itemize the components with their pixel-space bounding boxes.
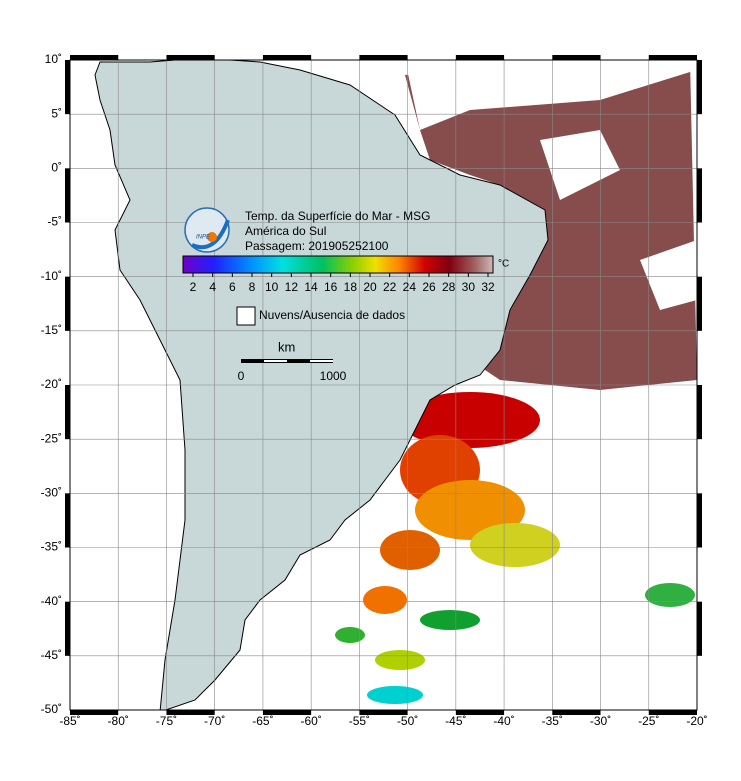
lon-tick-label: -50˚ bbox=[397, 714, 418, 728]
colorbar-ticks: 2 4 6 8 10 12 14 16 18 20 22 24 26 28 30 32 bbox=[190, 273, 495, 294]
frame-segment bbox=[455, 710, 505, 715]
lat-tick-label: -20˚ bbox=[41, 377, 62, 391]
lon-tick-label: -70˚ bbox=[204, 714, 225, 728]
frame-segment bbox=[697, 276, 702, 331]
lat-tick-label: -10˚ bbox=[41, 269, 62, 283]
lon-tick-label: -20˚ bbox=[686, 714, 707, 728]
scale-label: 1000 bbox=[320, 369, 347, 383]
legend-panel: INPE Temp. da Superfície do Mar - MSG Am… bbox=[182, 207, 509, 383]
colorbar-tick-label: 6 bbox=[229, 280, 236, 294]
sst-tropical bbox=[405, 60, 697, 390]
colorbar-tick-label: 28 bbox=[442, 280, 456, 294]
colorbar-tick-label: 10 bbox=[265, 280, 279, 294]
logo-text: INPE bbox=[196, 235, 211, 241]
sst-south bbox=[335, 392, 695, 704]
frame-segment bbox=[65, 60, 70, 115]
frame-segment bbox=[648, 55, 697, 60]
frame-segment bbox=[65, 276, 70, 331]
lon-tick-label: -80˚ bbox=[108, 714, 129, 728]
frame-segment bbox=[552, 710, 601, 715]
pass: Passagem: 201905252100 bbox=[245, 239, 389, 253]
lat-tick-label: -40˚ bbox=[41, 594, 62, 608]
lon-tick-label: -85˚ bbox=[59, 714, 80, 728]
lat-tick-label: 5˚ bbox=[51, 106, 62, 120]
frame-segment bbox=[166, 710, 215, 715]
frame-segment bbox=[359, 55, 408, 60]
colorbar-tick-label: 2 bbox=[190, 280, 197, 294]
frame-segment bbox=[70, 55, 119, 60]
colorbar-tick-label: 24 bbox=[403, 280, 417, 294]
frame-segment bbox=[697, 385, 702, 440]
frame-segment bbox=[262, 55, 312, 60]
frame-segment bbox=[65, 168, 70, 223]
lat-tick-label: -5˚ bbox=[47, 215, 62, 229]
lon-tick-label: -75˚ bbox=[156, 714, 177, 728]
colorbar-tick-label: 18 bbox=[344, 280, 358, 294]
lon-tick-label: -60˚ bbox=[300, 714, 321, 728]
frame-segment bbox=[65, 493, 70, 548]
frame-segment bbox=[65, 385, 70, 440]
logo-sun bbox=[207, 232, 217, 242]
logo-arrow bbox=[191, 219, 230, 250]
lat-tick-label: -50˚ bbox=[41, 702, 62, 716]
frame-segment bbox=[166, 55, 215, 60]
lon-tick-label: -55˚ bbox=[349, 714, 370, 728]
scale-unit: km bbox=[278, 339, 295, 354]
frame-segment bbox=[697, 493, 702, 548]
title: Temp. da Superfície do Mar - MSG bbox=[245, 209, 430, 223]
colorbar-tick-label: 12 bbox=[285, 280, 299, 294]
lon-tick-label: -25˚ bbox=[638, 714, 659, 728]
colorbar-tick-label: 26 bbox=[422, 280, 436, 294]
colorbar bbox=[182, 255, 494, 274]
colorbar-tick-label: 30 bbox=[462, 280, 476, 294]
lon-tick-label: -30˚ bbox=[590, 714, 611, 728]
colorbar-tick-label: 16 bbox=[324, 280, 338, 294]
frame-segment bbox=[697, 601, 702, 656]
legend-swatch bbox=[236, 306, 256, 326]
frame-segment bbox=[697, 60, 702, 115]
colorbar-tick-label: 20 bbox=[363, 280, 377, 294]
frame-segment bbox=[359, 710, 408, 715]
lat-tick-label: -45˚ bbox=[41, 648, 62, 662]
lat-tick-label: -25˚ bbox=[41, 431, 62, 445]
lat-tick-label: -35˚ bbox=[41, 540, 62, 554]
lon-tick-label: -40˚ bbox=[493, 714, 514, 728]
region: América do Sul bbox=[245, 224, 326, 238]
colorbar-tick-label: 4 bbox=[209, 280, 216, 294]
frame-segment bbox=[552, 55, 601, 60]
scale-label: 0 bbox=[238, 369, 245, 383]
frame-segment bbox=[262, 710, 312, 715]
lat-tick-label: 10˚ bbox=[45, 52, 62, 66]
frame-segment bbox=[697, 168, 702, 223]
lat-tick-label: -15˚ bbox=[41, 323, 62, 337]
colorbar-tick-label: 8 bbox=[249, 280, 256, 294]
lon-tick-label: -35˚ bbox=[542, 714, 563, 728]
frame-segment bbox=[65, 601, 70, 656]
map-area bbox=[70, 60, 697, 710]
legend-label: Nuvens/Ausencia de dados bbox=[259, 308, 405, 322]
lon-tick-label: -65˚ bbox=[252, 714, 273, 728]
scale-bar-seg bbox=[264, 360, 287, 362]
colorbar-tick-label: 14 bbox=[304, 280, 318, 294]
lon-tick-label: -45˚ bbox=[445, 714, 466, 728]
colorbar-tick-label: 22 bbox=[383, 280, 397, 294]
lat-tick-label: 0˚ bbox=[51, 161, 62, 175]
frame-segment bbox=[70, 710, 119, 715]
colorbar-tick-label: 32 bbox=[481, 280, 495, 294]
frame-segment bbox=[455, 55, 505, 60]
lat-tick-label: -30˚ bbox=[41, 486, 62, 500]
graticule bbox=[70, 60, 697, 710]
sst-clouds bbox=[405, 60, 697, 310]
scale-bar-seg bbox=[310, 360, 333, 362]
frame-segment bbox=[648, 710, 697, 715]
colorbar-unit: °C bbox=[498, 259, 509, 270]
frame: -85˚ -80˚ -75˚ -70˚ -65˚ -60˚ -55˚ -50˚ -45˚ -40˚… bbox=[41, 52, 708, 728]
